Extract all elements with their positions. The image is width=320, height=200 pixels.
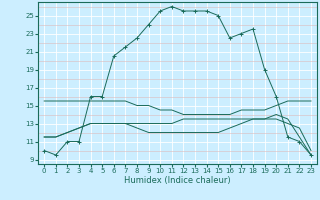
X-axis label: Humidex (Indice chaleur): Humidex (Indice chaleur) <box>124 176 231 185</box>
